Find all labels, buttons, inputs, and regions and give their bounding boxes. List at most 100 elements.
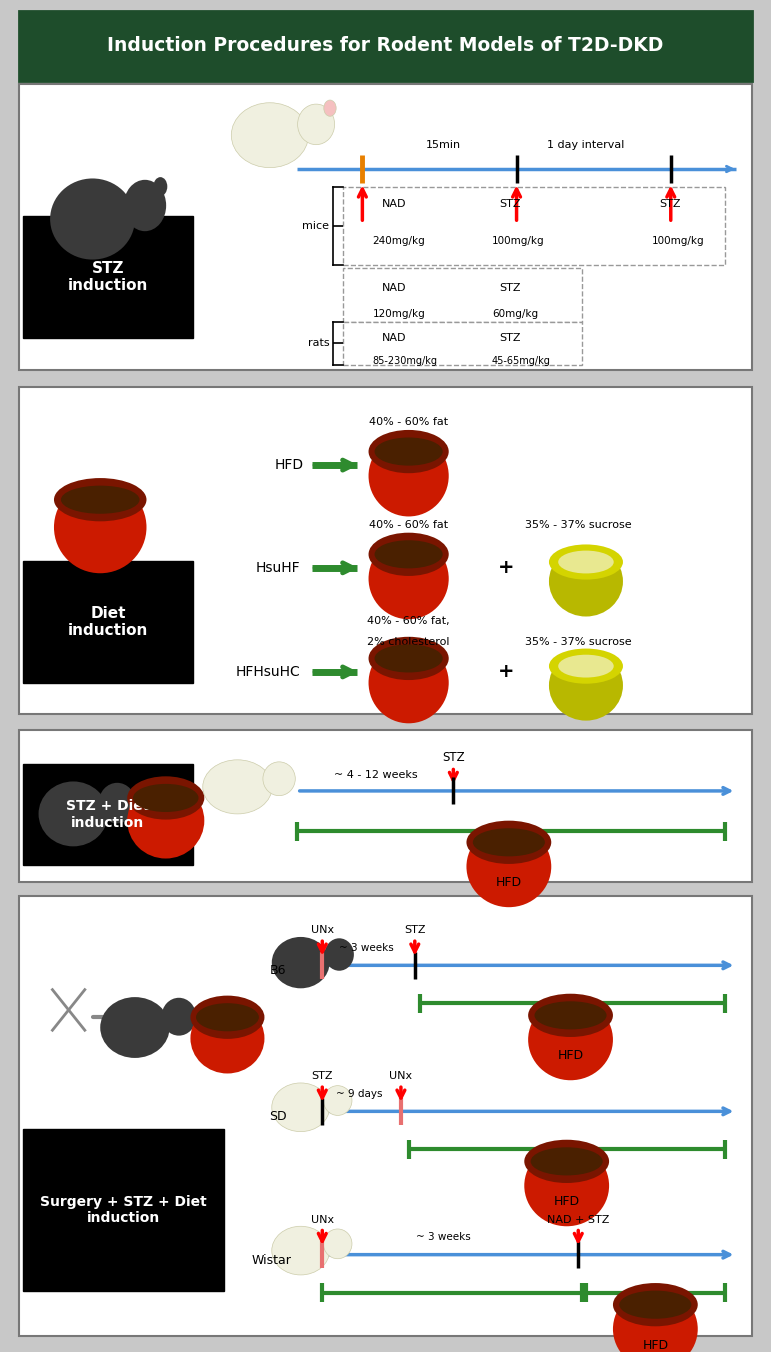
Text: 35% - 37% sucrose: 35% - 37% sucrose [525, 519, 631, 530]
Ellipse shape [263, 763, 295, 795]
Text: HFD: HFD [642, 1338, 668, 1352]
Text: STZ: STZ [404, 925, 426, 936]
Text: 40% - 60% fat: 40% - 60% fat [369, 519, 448, 530]
Text: ~ 3 weeks: ~ 3 weeks [416, 1232, 471, 1242]
Text: STZ + Diet
induction: STZ + Diet induction [66, 799, 150, 830]
Text: SD: SD [269, 1110, 286, 1124]
Bar [19, 11, 752, 81]
Text: 2% cholesterol: 2% cholesterol [367, 637, 450, 648]
Ellipse shape [100, 998, 170, 1059]
Ellipse shape [190, 995, 264, 1038]
Text: STZ: STZ [500, 333, 521, 343]
Ellipse shape [61, 485, 140, 514]
Text: NAD: NAD [382, 199, 406, 210]
Text: NAD + STZ: NAD + STZ [547, 1214, 609, 1225]
Text: B6: B6 [269, 964, 286, 977]
Text: HFD: HFD [496, 876, 522, 890]
Bar [23, 216, 193, 338]
Text: +: + [497, 662, 514, 681]
Ellipse shape [196, 1003, 259, 1032]
Text: STZ: STZ [311, 1071, 333, 1082]
Text: UNx: UNx [389, 1071, 412, 1082]
Ellipse shape [375, 541, 443, 568]
Ellipse shape [323, 1086, 352, 1115]
Ellipse shape [549, 649, 623, 684]
Ellipse shape [99, 783, 136, 823]
Text: mice: mice [302, 220, 329, 231]
Ellipse shape [231, 103, 308, 168]
Text: 60mg/kg: 60mg/kg [492, 308, 538, 319]
Text: NAD: NAD [382, 333, 406, 343]
Bar [19, 730, 752, 882]
Text: HFD: HFD [554, 1195, 580, 1209]
Text: Diet
induction: Diet induction [68, 606, 148, 638]
FancyBboxPatch shape [343, 187, 725, 265]
Ellipse shape [549, 650, 623, 721]
Text: 85-230mg/kg: 85-230mg/kg [372, 356, 437, 366]
Text: STZ: STZ [500, 283, 521, 293]
Ellipse shape [613, 1288, 698, 1352]
Ellipse shape [162, 998, 197, 1036]
Ellipse shape [271, 1083, 330, 1132]
Bar [19, 387, 752, 714]
Text: 40% - 60% fat: 40% - 60% fat [369, 416, 448, 427]
Ellipse shape [528, 999, 613, 1080]
Bar [19, 84, 752, 370]
Text: rats: rats [308, 338, 329, 349]
Text: STZ: STZ [659, 199, 681, 210]
Ellipse shape [369, 430, 449, 473]
Ellipse shape [369, 637, 449, 680]
Ellipse shape [369, 533, 449, 576]
Ellipse shape [375, 438, 443, 465]
Ellipse shape [558, 550, 614, 573]
Text: STZ: STZ [442, 750, 465, 764]
Ellipse shape [613, 1283, 698, 1326]
Text: UNx: UNx [311, 1214, 334, 1225]
Text: STZ: STZ [500, 199, 521, 210]
Ellipse shape [549, 546, 623, 617]
Text: Induction Procedures for Rodent Models of T2D-DKD: Induction Procedures for Rodent Models o… [107, 37, 664, 55]
Ellipse shape [528, 994, 613, 1037]
Ellipse shape [325, 938, 354, 971]
Ellipse shape [466, 821, 551, 864]
Ellipse shape [127, 783, 204, 859]
Ellipse shape [190, 1003, 264, 1073]
Text: Surgery + STZ + Diet
induction: Surgery + STZ + Diet induction [40, 1195, 207, 1225]
Text: 40% - 60% fat,: 40% - 60% fat, [367, 615, 450, 626]
Ellipse shape [323, 1229, 352, 1259]
Bar [23, 764, 193, 865]
Bar [23, 1129, 224, 1291]
Ellipse shape [466, 826, 551, 907]
Ellipse shape [530, 1148, 603, 1175]
Text: 45-65mg/kg: 45-65mg/kg [492, 356, 550, 366]
Ellipse shape [369, 642, 449, 723]
Text: ~ 3 weeks: ~ 3 weeks [338, 942, 394, 953]
Ellipse shape [375, 645, 443, 672]
Ellipse shape [534, 1002, 607, 1029]
Text: ~ 4 - 12 weeks: ~ 4 - 12 weeks [335, 769, 418, 780]
Text: HFHsuHC: HFHsuHC [236, 665, 301, 679]
Text: 15min: 15min [426, 139, 461, 150]
Ellipse shape [50, 178, 135, 260]
Text: NAD: NAD [382, 283, 406, 293]
Ellipse shape [549, 545, 623, 580]
Ellipse shape [369, 435, 449, 516]
Ellipse shape [54, 479, 146, 522]
Ellipse shape [153, 177, 167, 196]
Ellipse shape [123, 180, 167, 231]
Ellipse shape [133, 784, 199, 813]
Text: 240mg/kg: 240mg/kg [372, 235, 425, 246]
Text: 35% - 37% sucrose: 35% - 37% sucrose [525, 637, 631, 648]
FancyBboxPatch shape [343, 268, 582, 322]
Text: UNx: UNx [311, 925, 334, 936]
FancyBboxPatch shape [343, 322, 582, 365]
Text: Wistar: Wistar [251, 1253, 291, 1267]
Ellipse shape [558, 654, 614, 677]
Text: HsuHF: HsuHF [255, 561, 300, 575]
Text: 1 day interval: 1 day interval [547, 139, 625, 150]
Text: +: + [497, 558, 514, 577]
Ellipse shape [619, 1291, 692, 1318]
Ellipse shape [298, 104, 335, 145]
Ellipse shape [203, 760, 272, 814]
Ellipse shape [54, 481, 146, 573]
